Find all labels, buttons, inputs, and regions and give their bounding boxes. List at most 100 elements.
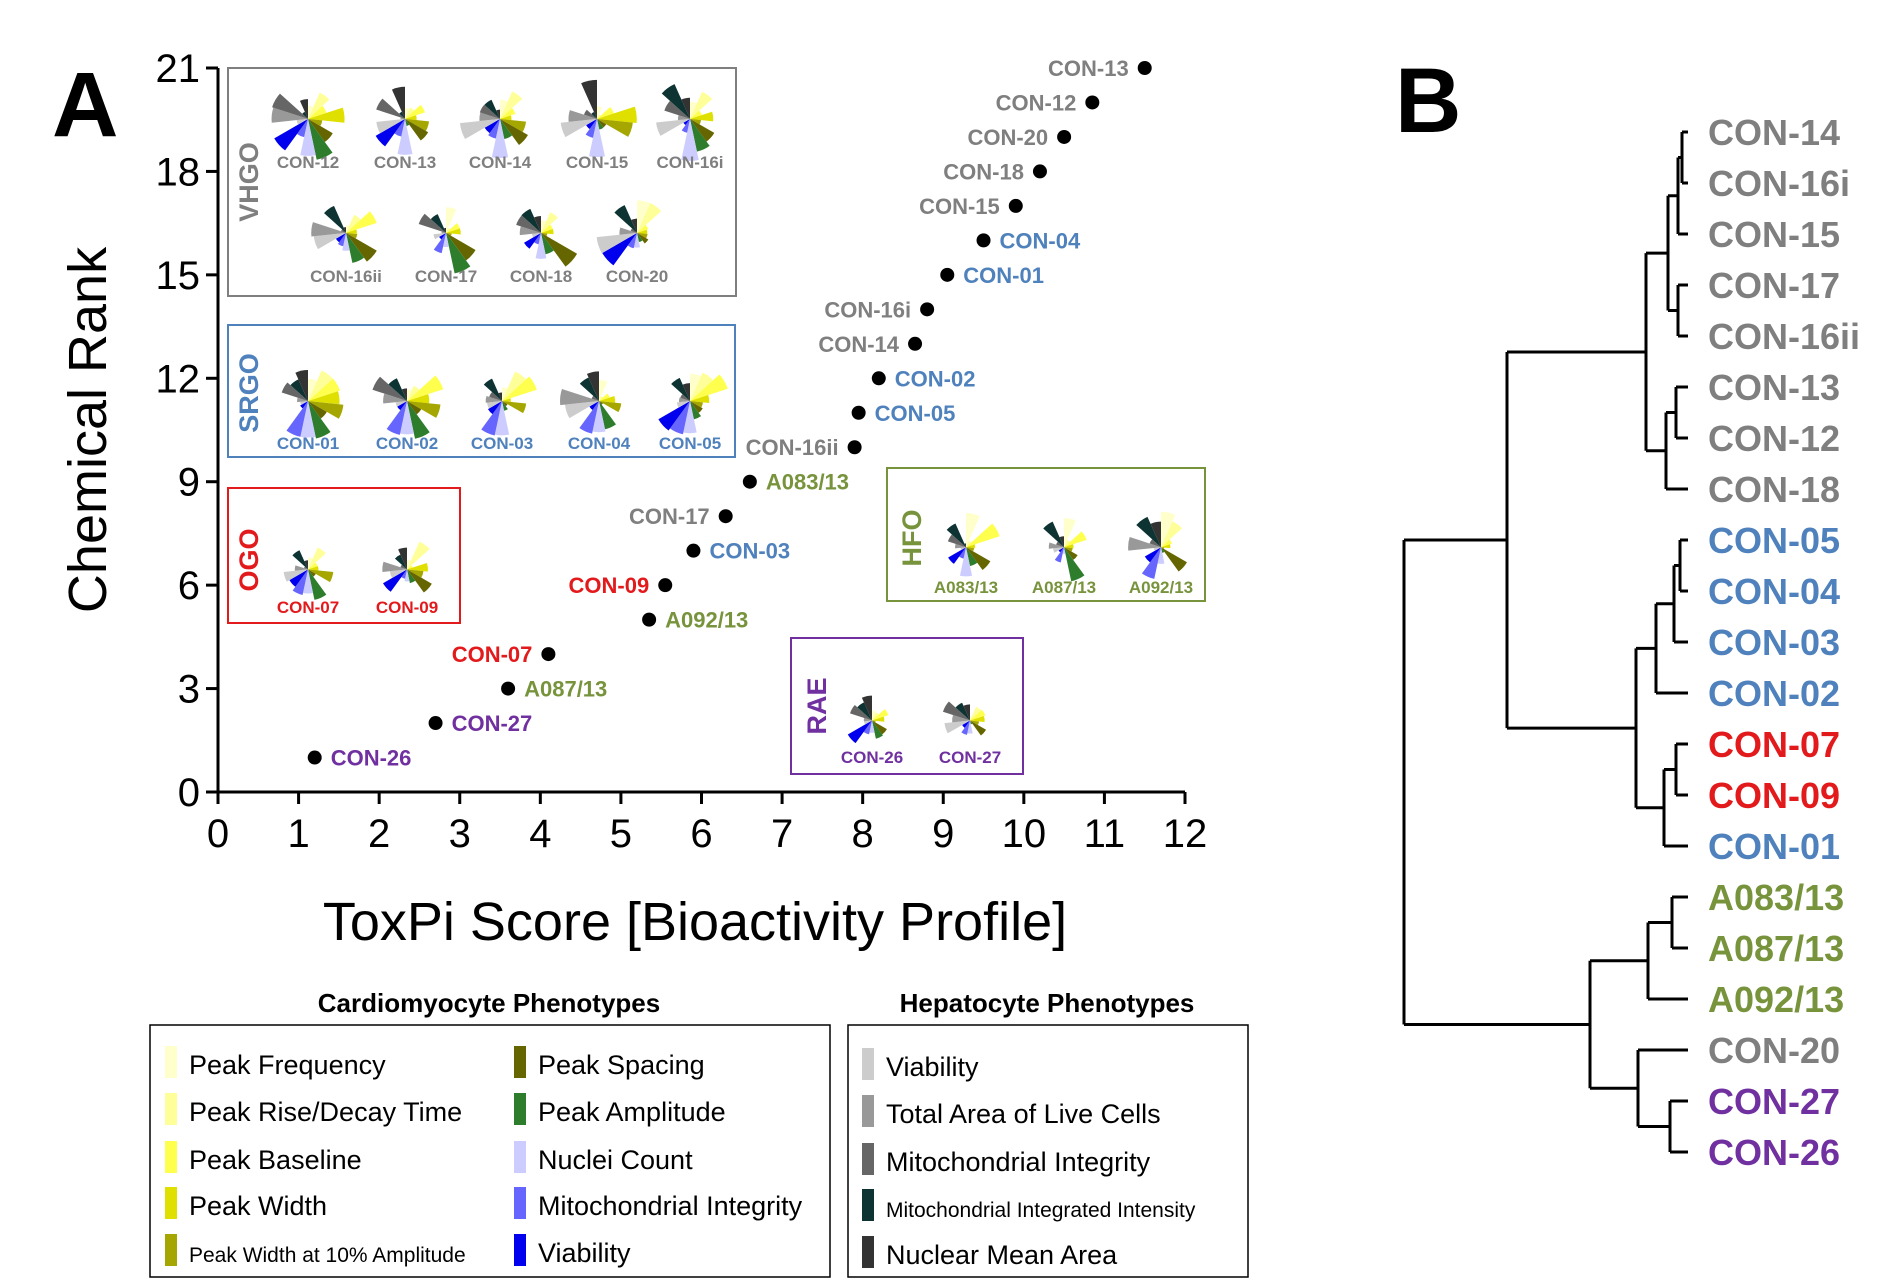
- toxpi-slice: [407, 401, 430, 439]
- toxpi-slice: [376, 118, 405, 134]
- toxpi-slice: [631, 218, 637, 233]
- toxpi-slice: [500, 118, 527, 132]
- toxpi-slice: [1144, 547, 1161, 563]
- point-label: A087/13: [524, 677, 607, 702]
- toxpi-slice: [682, 383, 690, 401]
- toxpi-slice: [292, 569, 308, 595]
- toxpi-slice: [342, 232, 350, 251]
- toxpi-slice: [346, 232, 377, 262]
- toxpi-slice: [489, 392, 502, 401]
- toxpi-slice: [946, 523, 966, 548]
- legend-entry: Peak Rise/Decay Time: [189, 1097, 462, 1127]
- toxpi-slice: [290, 379, 308, 401]
- toxpi-slice: [690, 401, 703, 413]
- toxpi-slice: [297, 397, 308, 403]
- toxpi-slice: [960, 547, 966, 550]
- toxpi-slice: [959, 547, 966, 559]
- toxpi-slice: [521, 208, 541, 233]
- toxpi-slice: [311, 222, 346, 237]
- toxpi-slice: [597, 114, 601, 119]
- toxpi-slice: [690, 118, 710, 152]
- toxpi-slice: [586, 118, 597, 130]
- toxpi-glyph: [596, 200, 662, 266]
- toxpi-slice: [484, 99, 500, 119]
- legend-entry: Viability: [538, 1238, 631, 1268]
- leaf-label: CON-14: [1708, 112, 1840, 153]
- toxpi-slice: [1064, 547, 1078, 560]
- toxpi-slice: [1064, 547, 1073, 552]
- toxpi-slice: [281, 382, 308, 401]
- leaf-label: CON-20: [1708, 1030, 1840, 1071]
- toxpi-slice: [1161, 544, 1171, 549]
- legend-entry: Peak Amplitude: [538, 1097, 726, 1127]
- toxpi-slice: [502, 401, 508, 407]
- data-point: [742, 474, 757, 489]
- toxpi-slice: [671, 377, 690, 401]
- toxpi-slice: [970, 716, 972, 721]
- toxpi-slice: [970, 709, 986, 721]
- toxpi-slice: [661, 84, 690, 119]
- y-tick-label: 0: [178, 771, 200, 815]
- toxpi-slice: [302, 569, 314, 594]
- toxpi-slice: [952, 714, 970, 723]
- toxpi-glyph: [560, 79, 637, 158]
- hepato-legend-box: [847, 1024, 1249, 1278]
- toxpi-slice: [479, 104, 500, 119]
- legend-swatch: [165, 1141, 177, 1173]
- toxpi-slice: [681, 118, 699, 161]
- toxpi-slice: [308, 105, 314, 119]
- toxpi-slice: [376, 98, 405, 119]
- dendrogram: CON-14 CON-16i CON-15 CON-17 CON-16ii CON-13 C…: [1402, 112, 1860, 1173]
- toxpi-slice: [405, 115, 417, 121]
- point-label: CON-14: [818, 332, 899, 357]
- leaf-label: CON-01: [1708, 826, 1840, 867]
- legend-entry: Mitochondrial Integrity: [886, 1147, 1151, 1177]
- toxpi-slice: [541, 232, 578, 267]
- toxpi-slice: [1161, 521, 1182, 548]
- toxpi-slice: [484, 118, 500, 134]
- toxpi-slice: [519, 226, 541, 236]
- toxpi-slice: [308, 107, 345, 123]
- legend-swatch: [165, 1187, 177, 1219]
- toxpi-slice: [405, 118, 430, 131]
- point-label: CON-17: [629, 504, 710, 529]
- toxpi-slice: [690, 372, 714, 401]
- toxpi-slice: [283, 569, 308, 582]
- toxpi-slice: [500, 99, 508, 119]
- toxpi-slice: [531, 232, 541, 238]
- point-label: CON-20: [967, 125, 1048, 150]
- toxpi-slice: [948, 547, 966, 564]
- toxpi-slice: [1161, 511, 1176, 548]
- leaf-label: CON-16ii: [1708, 316, 1860, 357]
- cardio-legend-box: [149, 1024, 831, 1278]
- toxpi-slice: [292, 550, 308, 570]
- toxpi-slice: [847, 720, 872, 744]
- toxpi-slice: [970, 720, 980, 726]
- data-point: [642, 612, 657, 627]
- point-label: CON-02: [895, 366, 976, 391]
- toxpi-slice: [690, 118, 702, 125]
- toxpi-slice: [955, 543, 966, 549]
- toxpi-glyph: [382, 541, 432, 593]
- toxpi-slice: [394, 554, 407, 570]
- toxpi-slice: [630, 228, 637, 233]
- toxpi-slice: [599, 401, 622, 413]
- toxpi-slice: [488, 118, 500, 139]
- toxpi-slice: [1058, 547, 1064, 553]
- toxpi-slice: [407, 569, 416, 584]
- data-point: [940, 267, 955, 282]
- toxpi-slice: [335, 232, 346, 243]
- toxpi-slice: [872, 710, 877, 721]
- x-tick-label: 11: [1084, 812, 1126, 856]
- toxpi-slice: [400, 564, 407, 570]
- toxpi-slice: [405, 107, 415, 119]
- toxpi-slice: [961, 720, 970, 735]
- toxpi-slice: [405, 108, 410, 119]
- data-point: [658, 578, 673, 593]
- toxpi-slice: [272, 93, 308, 119]
- legend-swatch: [514, 1046, 526, 1078]
- glyph-label: CON-15: [566, 153, 628, 172]
- toxpi-slice: [446, 223, 460, 233]
- toxpi-slice: [459, 118, 500, 140]
